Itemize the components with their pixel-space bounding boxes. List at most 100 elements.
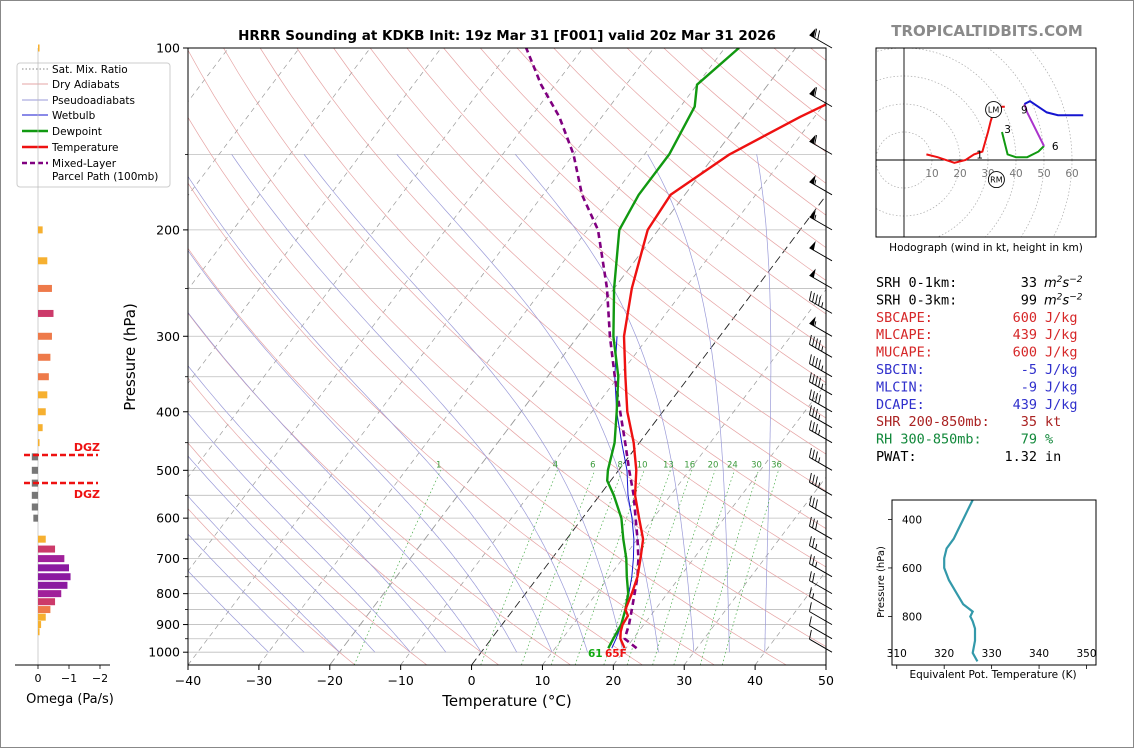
- barb-half: [815, 543, 818, 550]
- wind-barbs: [809, 28, 833, 653]
- legend-label-line: Mixed-Layer: [52, 158, 117, 170]
- series-mixed-layer-parcel-path-mb-: [524, 48, 640, 650]
- omega-panel: 0 −1 −2 Omega (Pa/s) DGZ DGZ: [15, 44, 114, 707]
- mixing-ratio-line: [626, 470, 693, 665]
- isotherm--40: [188, 48, 655, 665]
- barb-staff: [809, 34, 833, 49]
- barb-staff: [809, 545, 833, 559]
- theta-e-frame: [891, 499, 1097, 666]
- omega-bar: [31, 503, 38, 511]
- hodograph-ring-label: 20: [953, 168, 966, 180]
- omega-bar: [38, 555, 65, 563]
- barb-flag: [809, 616, 812, 626]
- pseudoadiabat: [647, 154, 730, 653]
- barb-flag: [812, 374, 815, 384]
- index-label: SBCAPE:: [876, 310, 933, 326]
- barb-flag: [812, 449, 815, 460]
- barb-staff: [809, 456, 833, 471]
- index-label: DCAPE:: [876, 397, 925, 413]
- index-label: PWAT:: [876, 449, 917, 465]
- dry-adiabat: [516, 48, 826, 315]
- barb-flag: [812, 518, 815, 529]
- omega-bar: [38, 332, 52, 340]
- hodograph-ring-label: 50: [1037, 168, 1050, 180]
- barb-half: [821, 346, 824, 352]
- barb-flag: [812, 556, 815, 566]
- isotherm-50: [825, 664, 826, 665]
- storm-motion-label: RM: [990, 176, 1003, 185]
- barb-staff: [809, 275, 833, 289]
- omega-bar: [38, 581, 68, 589]
- legend-label: Temperature: [51, 142, 119, 154]
- storm-motion-marker: [987, 171, 1005, 189]
- barb-flag: [812, 292, 815, 303]
- dgz-label-top: DGZ: [74, 441, 100, 454]
- index-value: 35: [1021, 414, 1037, 430]
- pseudoadiabat: [188, 455, 376, 653]
- dry-adiabat: [443, 48, 826, 384]
- surface-temp-label: 65F: [605, 648, 627, 660]
- mixing-ratio-line: [550, 470, 623, 665]
- index-label: MUCAPE:: [876, 345, 933, 361]
- wind-barb: [809, 587, 833, 610]
- index-label: SRH 0-3km:: [876, 292, 957, 308]
- index-value: -9: [1021, 379, 1037, 395]
- omega-bar: [38, 628, 40, 636]
- barb-staff: [809, 625, 833, 640]
- skew-t-xlabel: Temperature (°C): [441, 692, 571, 710]
- y-tick-label: 100: [156, 41, 180, 56]
- barb-flag: [817, 30, 821, 40]
- index-value: 33: [1021, 275, 1037, 291]
- y-tick-label: 300: [156, 329, 180, 344]
- omega-bar: [38, 564, 69, 572]
- index-value: 79: [1021, 432, 1037, 448]
- barb-flag: [815, 375, 818, 386]
- mixing-ratio-label: 6: [590, 460, 595, 470]
- isotherm-30: [683, 476, 826, 665]
- index-value: 600: [1013, 345, 1037, 361]
- wind-barb: [809, 629, 833, 653]
- x-tick-label: −20: [317, 673, 343, 688]
- wind-barb: [809, 447, 833, 471]
- wind-barb: [809, 472, 833, 496]
- barb-flag: [809, 495, 812, 506]
- hodograph-ring-label: 40: [1009, 168, 1022, 180]
- omega-bar: [38, 613, 46, 621]
- dry-adiabat: [188, 442, 428, 665]
- y-tick-label: 1000: [148, 645, 180, 660]
- y-tick-label: 400: [156, 404, 180, 419]
- mixing-ratio-line: [353, 470, 442, 665]
- x-tick-label: 0: [468, 673, 476, 688]
- barb-flag: [815, 499, 818, 509]
- barb-half: [815, 562, 818, 568]
- isotherm-20: [613, 382, 826, 665]
- mixing-ratio-label: 24: [727, 460, 738, 470]
- hodograph-panel: 10203040506012369LMRM Hodograph (wind in…: [875, 47, 1097, 254]
- barb-half: [821, 365, 824, 371]
- hodograph-segment: [1023, 100, 1084, 117]
- storm-motion-marker: [985, 101, 1003, 119]
- hodograph-height-label: 3: [1004, 124, 1011, 136]
- index-label: SRH 0-1km:: [876, 275, 957, 291]
- index-label: MLCAPE:: [876, 327, 933, 343]
- barb-pennant: [809, 241, 816, 251]
- hodograph-ring-label: 60: [1065, 168, 1078, 180]
- hodograph-caption: Hodograph (wind in kt, height in km): [889, 242, 1083, 254]
- barb-staff: [809, 322, 833, 337]
- barb-half: [821, 302, 824, 308]
- barb-flag: [815, 423, 818, 434]
- omega-tick-label: −2: [92, 672, 108, 685]
- index-value: 1.32: [1004, 449, 1037, 465]
- barb-half: [818, 457, 821, 463]
- wind-barb: [809, 420, 833, 444]
- barb-staff: [809, 343, 833, 358]
- barb-flag: [815, 294, 818, 304]
- barb-flag: [815, 392, 818, 403]
- barb-half: [818, 414, 821, 421]
- omega-bar: [38, 391, 48, 399]
- skew-t-ylabel: Pressure (hPa): [121, 303, 139, 411]
- x-tick-label: 10: [534, 673, 550, 688]
- wind-barb: [809, 241, 833, 262]
- isotherm--10: [400, 101, 826, 665]
- barb-flag: [809, 602, 812, 612]
